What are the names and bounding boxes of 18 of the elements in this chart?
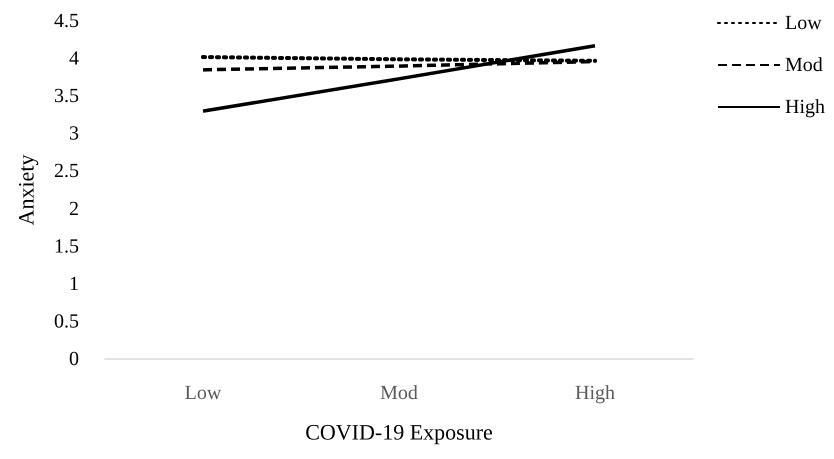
x-tick-label: Mod (380, 382, 418, 404)
y-tick-label: 3.5 (54, 85, 79, 108)
y-tick-label: 0 (69, 348, 79, 370)
y-tick-label: 1 (69, 272, 79, 295)
legend-label: Mod (785, 54, 823, 76)
x-tick-label: Low (184, 382, 222, 404)
y-tick-label: 2.5 (54, 160, 79, 182)
x-axis-title: COVID-19 Exposure (305, 420, 493, 444)
x-tick-label: High (575, 382, 615, 404)
legend-label: Low (785, 12, 822, 34)
y-tick-label: 4.5 (54, 10, 79, 32)
legend-label: High (785, 96, 825, 118)
y-tick-label: 2 (69, 198, 79, 220)
y-tick-label: 1.5 (54, 235, 79, 258)
y-tick-label: 3 (69, 122, 79, 145)
y-axis-title: Anxiety (14, 154, 38, 226)
y-tick-label: 0.5 (54, 310, 79, 332)
y-tick-label: 4 (69, 48, 79, 70)
